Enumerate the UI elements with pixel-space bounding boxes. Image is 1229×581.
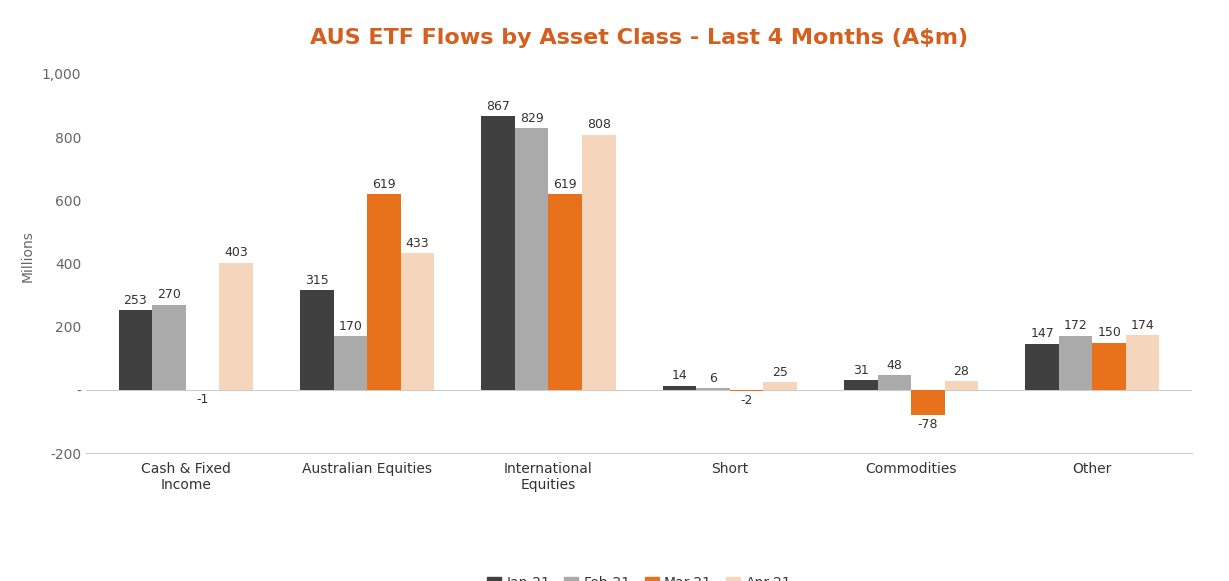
Text: 28: 28: [954, 365, 970, 378]
Text: 170: 170: [338, 320, 363, 333]
Text: -78: -78: [918, 418, 938, 431]
Text: 48: 48: [886, 358, 902, 372]
Text: 315: 315: [305, 274, 328, 287]
Text: 174: 174: [1131, 319, 1154, 332]
Legend: Jan-21, Feb-21, Mar-21, Apr-21: Jan-21, Feb-21, Mar-21, Apr-21: [482, 571, 796, 581]
Bar: [1059, 336, 1093, 390]
Text: 25: 25: [772, 366, 788, 379]
Bar: [482, 116, 515, 390]
Text: 172: 172: [1064, 320, 1088, 332]
Bar: [401, 253, 434, 390]
Text: 31: 31: [853, 364, 869, 377]
Text: 150: 150: [1097, 327, 1121, 339]
Text: 14: 14: [671, 370, 687, 382]
Bar: [945, 381, 978, 390]
Text: 829: 829: [520, 112, 543, 125]
Bar: [583, 135, 616, 390]
Bar: [515, 128, 548, 390]
Bar: [333, 336, 367, 390]
Text: -2: -2: [740, 394, 752, 407]
Bar: [696, 388, 730, 390]
Text: 433: 433: [406, 237, 429, 250]
Bar: [763, 382, 796, 390]
Bar: [119, 310, 152, 390]
Title: AUS ETF Flows by Asset Class - Last 4 Months (A$m): AUS ETF Flows by Asset Class - Last 4 Mo…: [310, 28, 968, 48]
Bar: [367, 194, 401, 390]
Text: 6: 6: [709, 372, 717, 385]
Text: -1: -1: [197, 393, 209, 407]
Bar: [878, 375, 911, 390]
Bar: [219, 263, 253, 390]
Bar: [662, 386, 696, 390]
Bar: [911, 390, 945, 415]
Text: 867: 867: [487, 100, 510, 113]
Text: 253: 253: [124, 294, 147, 307]
Bar: [152, 304, 186, 390]
Y-axis label: Millions: Millions: [21, 229, 34, 282]
Text: 147: 147: [1030, 327, 1054, 340]
Bar: [548, 194, 583, 390]
Bar: [300, 290, 333, 390]
Bar: [844, 380, 878, 390]
Text: 619: 619: [372, 178, 396, 191]
Text: 808: 808: [586, 119, 611, 131]
Bar: [1025, 343, 1059, 390]
Text: 619: 619: [553, 178, 576, 191]
Text: 270: 270: [157, 289, 181, 302]
Bar: [1126, 335, 1159, 390]
Text: 403: 403: [224, 246, 248, 260]
Bar: [1093, 343, 1126, 390]
